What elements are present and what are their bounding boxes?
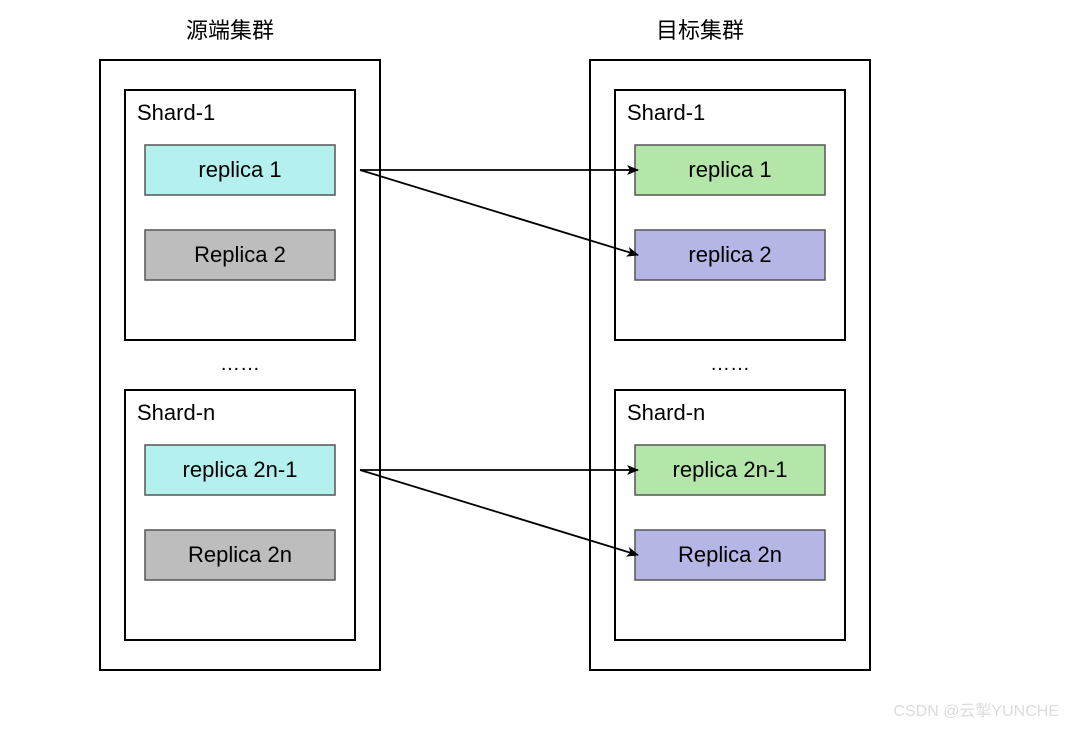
diagram-canvas: 源端集群 目标集群 …… Shard-1 replica 1 Replica 2 Shard… (0, 0, 1071, 730)
target-shard-label-1: Shard-n (627, 400, 705, 425)
arrow-top-2 (360, 170, 638, 255)
arrow-bottom-2 (360, 470, 638, 555)
source-replica-label-1-0: replica 2n-1 (183, 457, 298, 482)
source-replica-label-1-1: Replica 2n (188, 542, 292, 567)
source-cluster-title: 源端集群 (186, 18, 274, 43)
source-replica-label-0-0: replica 1 (198, 157, 281, 182)
source-replica-label-0-1: Replica 2 (194, 242, 286, 267)
source-shard-label-0: Shard-1 (137, 100, 215, 125)
target-replica-label-0-1: replica 2 (688, 242, 771, 267)
target-replica-label-1-0: replica 2n-1 (673, 457, 788, 482)
source-shard-box-1 (125, 390, 355, 640)
target-shard-label-0: Shard-1 (627, 100, 705, 125)
watermark: CSDN @云掣YUNCHE (893, 702, 1059, 720)
target-replica-label-1-1: Replica 2n (678, 542, 782, 567)
target-cluster-title: 目标集群 (656, 18, 744, 43)
target-shard-box-0 (615, 90, 845, 340)
source-ellipsis: …… (220, 353, 260, 375)
target-replica-label-0-0: replica 1 (688, 157, 771, 182)
source-shard-label-1: Shard-n (137, 400, 215, 425)
target-shard-box-1 (615, 390, 845, 640)
target-ellipsis: …… (710, 353, 750, 375)
source-shard-box-0 (125, 90, 355, 340)
